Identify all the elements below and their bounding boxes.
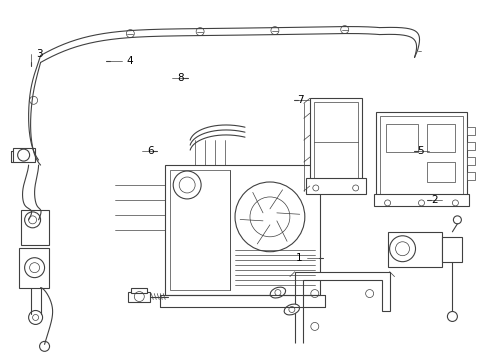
Circle shape (40, 341, 49, 351)
Bar (165, 165, 319, 294)
Circle shape (18, 149, 30, 161)
Bar (442, 237, 462, 262)
Bar (379, 116, 463, 196)
Bar (467, 142, 474, 150)
Ellipse shape (284, 304, 299, 315)
Bar (467, 172, 474, 180)
Bar (387, 232, 442, 267)
Bar (309, 98, 361, 186)
Text: 1: 1 (295, 253, 302, 263)
Bar (19, 248, 48, 288)
Circle shape (447, 311, 456, 321)
Bar (427, 124, 454, 152)
Bar (131, 288, 147, 293)
Bar (467, 157, 474, 165)
Bar (385, 124, 417, 152)
Circle shape (452, 216, 461, 224)
Text: 5: 5 (417, 145, 423, 156)
Bar (375, 112, 467, 200)
Bar (427, 162, 454, 182)
Bar (128, 292, 150, 302)
Text: 8: 8 (177, 73, 183, 83)
Text: 2: 2 (430, 195, 437, 205)
Circle shape (24, 212, 41, 228)
Circle shape (173, 171, 201, 199)
Circle shape (29, 310, 42, 324)
Text: 6: 6 (146, 145, 153, 156)
Bar (20, 210, 48, 245)
Text: 4: 4 (126, 56, 133, 66)
Bar (170, 170, 229, 289)
Circle shape (389, 236, 415, 262)
Circle shape (24, 258, 44, 278)
Text: 3: 3 (36, 49, 42, 59)
Ellipse shape (270, 287, 285, 298)
Circle shape (235, 182, 304, 252)
Bar (467, 127, 474, 135)
Text: 7: 7 (297, 95, 304, 105)
Bar (305, 178, 365, 194)
Bar (373, 194, 468, 206)
Bar (13, 148, 35, 162)
Bar (313, 102, 357, 182)
Polygon shape (294, 272, 389, 343)
